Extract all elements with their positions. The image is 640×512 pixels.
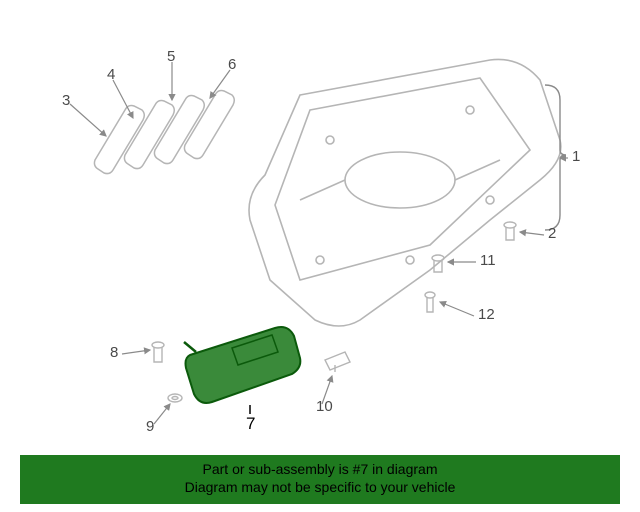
fastener-2 (504, 222, 516, 240)
callout-7-highlighted: 7 (246, 414, 255, 434)
banner-line-1: Part or sub-assembly is #7 in diagram (20, 461, 620, 479)
sun-visor-highlighted (184, 327, 300, 414)
callout-2: 2 (548, 225, 556, 242)
insulation-strips (94, 91, 234, 174)
callout-1: 1 (572, 148, 580, 165)
clip-9 (168, 394, 182, 402)
fastener-8 (152, 342, 164, 362)
callout-9: 9 (146, 418, 154, 435)
headliner-panel (249, 59, 561, 326)
callout-10: 10 (316, 398, 333, 415)
clip-10 (325, 352, 350, 372)
callout-3: 3 (62, 92, 70, 109)
callout-8: 8 (110, 344, 118, 361)
callout-6: 6 (228, 56, 236, 73)
banner-line-2: Diagram may not be specific to your vehi… (20, 479, 620, 497)
fastener-12 (425, 292, 435, 312)
callout-11: 11 (480, 252, 496, 269)
callout-12: 12 (478, 306, 495, 323)
info-banner: Part or sub-assembly is #7 in diagram Di… (20, 455, 620, 504)
callout-4: 4 (107, 66, 115, 83)
callout-5: 5 (167, 48, 175, 65)
